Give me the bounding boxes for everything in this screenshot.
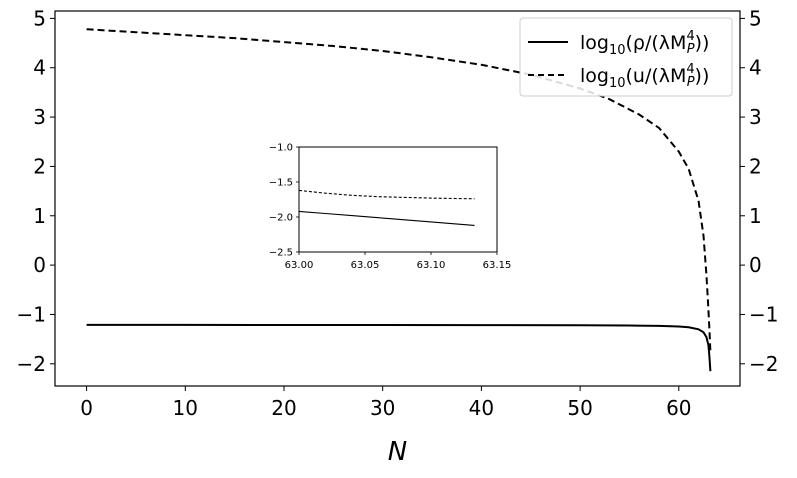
legend-label-u: log10(u/(λM4 P)) [580,62,709,91]
x-tick-label: 60 [666,396,691,420]
y-tick-label: 4 [33,56,46,80]
series-line-0 [86,323,712,372]
inset-background [299,147,497,252]
legend: log10(ρ/(λM4 P)) log10(u/(λM4 P)) [519,17,733,97]
inset-x-tick-label: 63.15 [483,260,512,271]
y-tick-label: −2 [17,352,46,376]
inset-plot: 63.00 63.05 63.10 63.15 −2.5 −2.0 −1.5 −1.0 [269,143,512,272]
legend-box [519,17,733,97]
inset-series-group [298,189,475,226]
y-tick-label: 1 [33,204,46,228]
inset-y-tick-label: −1.5 [269,178,293,189]
x-tick-label: 10 [173,396,198,420]
inset-y-tick-label: −1.0 [269,143,293,154]
y-tick-label: 3 [33,105,46,129]
x-tick-label: 40 [469,396,494,420]
right-y-tick-label: −2 [749,352,778,376]
x-axis-label: N [388,437,407,467]
y-tick-label: 5 [33,6,46,30]
x-tick-label: 20 [271,396,296,420]
inset-ticks-group: 63.00 63.05 63.10 63.15 −2.5 −2.0 −1.5 −1.0 [269,143,512,272]
right-y-tick-label: 0 [749,253,762,277]
right-y-tick-label: 5 [749,6,762,30]
inset-x-tick-label: 63.10 [417,260,446,271]
right-y-tick-label: 2 [749,154,762,178]
inset-y-tick-label: −2.5 [269,248,293,259]
x-tick-label: 30 [370,396,395,420]
inset-plot-frame [298,146,498,253]
right-y-tick-label: 3 [749,105,762,129]
x-tick-label: 0 [80,396,93,420]
right-y-tick-label: −1 [749,302,778,326]
y-tick-label: 2 [33,154,46,178]
y-tick-label: −1 [17,302,46,326]
inset-y-tick-label: −2.0 [269,213,293,224]
x-tick-label: 50 [567,396,592,420]
right-y-tick-label: 1 [749,204,762,228]
right-y-tick-label: 4 [749,56,762,80]
inset-series-line-0 [298,210,475,226]
main-series-group [86,28,712,372]
inset-x-tick-label: 63.00 [285,260,314,271]
main-plot: 0 10 20 30 40 50 60 −2 −2 −1 −1 0 0 1 1 2 2 3 3 4 4 5 5 N [17,6,779,467]
legend-label-rho: log10(ρ/(λM4 P)) [580,29,709,58]
main-plot-frame [54,10,741,387]
inset-series-line-1 [298,189,475,200]
y-tick-label: 0 [33,253,46,277]
inset-x-tick-label: 63.05 [351,260,380,271]
main-ticks-group: 0 10 20 30 40 50 60 −2 −2 −1 −1 0 0 1 1 2 2 3 3 4 4 5 5 [17,6,779,420]
